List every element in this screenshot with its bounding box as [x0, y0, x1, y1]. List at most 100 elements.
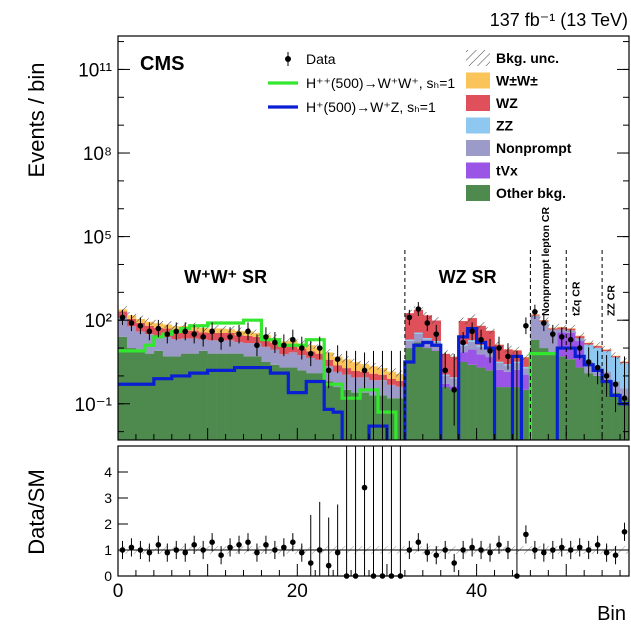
stack-bar: [243, 343, 253, 357]
lumi-label: 137 fb⁻¹ (13 TeV): [490, 10, 628, 30]
data-point: [433, 331, 440, 337]
ratio-point: [549, 547, 556, 553]
stack-bar: [162, 356, 173, 440]
stack-bar: [279, 367, 289, 440]
bkg-unc-bin: [566, 324, 576, 332]
legend-fill-swatch: [466, 95, 490, 111]
data-point: [155, 325, 162, 332]
stack-bar: [467, 349, 477, 365]
stack-bar: [297, 370, 307, 440]
legend-fill-swatch: [466, 140, 490, 156]
ratio-point: [325, 562, 332, 569]
bkg-unc-bin: [467, 314, 477, 322]
stack-bar: [297, 355, 307, 371]
stack-bar: [306, 373, 316, 440]
stack-bar: [611, 392, 621, 440]
bkg-unc-bin: [584, 339, 594, 346]
region-label: WZ SR: [439, 267, 497, 287]
legend-label: Nonprompt: [496, 140, 572, 156]
bkg-unc-bin: [521, 353, 531, 361]
data-point: [442, 367, 449, 374]
bkg-unc-bin: [575, 332, 585, 339]
data-point: [361, 367, 368, 374]
data-point: [567, 336, 574, 343]
stack-bar: [584, 373, 594, 440]
stack-bar: [144, 353, 155, 440]
stack-bar: [198, 350, 208, 440]
stack-bar: [261, 346, 271, 362]
bkg-unc-bin: [602, 345, 612, 353]
data-point: [532, 309, 538, 315]
ratio-point: [523, 531, 529, 538]
labels: 137 fb⁻¹ (13 TeV) CMS Events / bin Data/…: [24, 10, 628, 625]
stack-bar: [207, 353, 217, 440]
stack-bar: [252, 356, 262, 440]
legend-label: WZ: [496, 95, 518, 111]
stack-bar: [315, 373, 325, 440]
ratio-y-tick-label: 4: [104, 464, 112, 480]
stack-bar: [521, 357, 531, 367]
x-tick-label: 20: [287, 581, 308, 602]
x-tick-label: 40: [466, 581, 487, 602]
stack-bar: [171, 339, 182, 357]
data-point: [460, 339, 466, 346]
stack-bar: [485, 357, 495, 371]
bkg-unc-bin: [458, 317, 468, 325]
data-point: [487, 348, 493, 354]
stack-bar: [521, 374, 531, 390]
legend-fill-swatch: [466, 185, 490, 201]
stack-bar: [575, 367, 585, 440]
stack-bar: [530, 315, 540, 340]
stack-bar: [602, 381, 612, 440]
data-point: [576, 345, 583, 351]
ratio-point: [137, 547, 144, 553]
stack-bar: [135, 331, 146, 351]
ratio-point: [191, 542, 198, 548]
data-point: [334, 356, 341, 363]
stack-bar: [467, 341, 477, 350]
data-point: [478, 336, 484, 343]
stack-bar: [180, 353, 191, 440]
ratio-point: [272, 547, 278, 553]
stack-bar: [521, 366, 531, 369]
bkg-unc-bin: [593, 342, 603, 349]
stack-bar: [494, 362, 504, 370]
data-points: [119, 302, 628, 440]
cr-label: Nonprompt lepton CR: [540, 207, 552, 316]
data-point: [415, 306, 422, 312]
ratio-point: [361, 484, 368, 491]
data-point: [137, 322, 144, 329]
data-point: [307, 350, 314, 357]
data-point: [612, 381, 619, 388]
stack-bar: [467, 364, 477, 440]
stack-bar: [270, 349, 280, 365]
stack-bar: [333, 371, 343, 388]
main-frame: [117, 35, 630, 441]
y-tick-label: 10¹¹: [78, 60, 112, 81]
data-point: [182, 328, 189, 335]
ratio-point: [146, 549, 153, 556]
ratio-point: [236, 542, 242, 548]
ratio-point: [603, 549, 610, 556]
cr-label: tZq CR: [571, 281, 583, 316]
stack-bar: [261, 361, 271, 440]
ratio-point: [469, 544, 475, 551]
stack-bar: [476, 346, 486, 355]
data-point: [209, 328, 215, 335]
legend-label: H⁺⁺(500)→W⁺W⁺, sₕ=1: [306, 75, 455, 91]
stack-bar: [413, 333, 424, 343]
stack-bar: [118, 317, 128, 337]
data-point: [227, 334, 233, 340]
data-point: [594, 364, 601, 371]
stack-bar: [431, 350, 442, 351]
stack-bar: [422, 348, 433, 440]
legend-fill-swatch: [466, 162, 490, 179]
data-point: [119, 314, 126, 321]
stack-bar: [404, 340, 415, 348]
ratio-y-tick-label: 0: [104, 568, 112, 584]
stack-bar: [189, 353, 199, 440]
data-point: [254, 342, 260, 349]
stack-bar: [404, 313, 415, 340]
x-tick-label: 0: [113, 581, 124, 602]
